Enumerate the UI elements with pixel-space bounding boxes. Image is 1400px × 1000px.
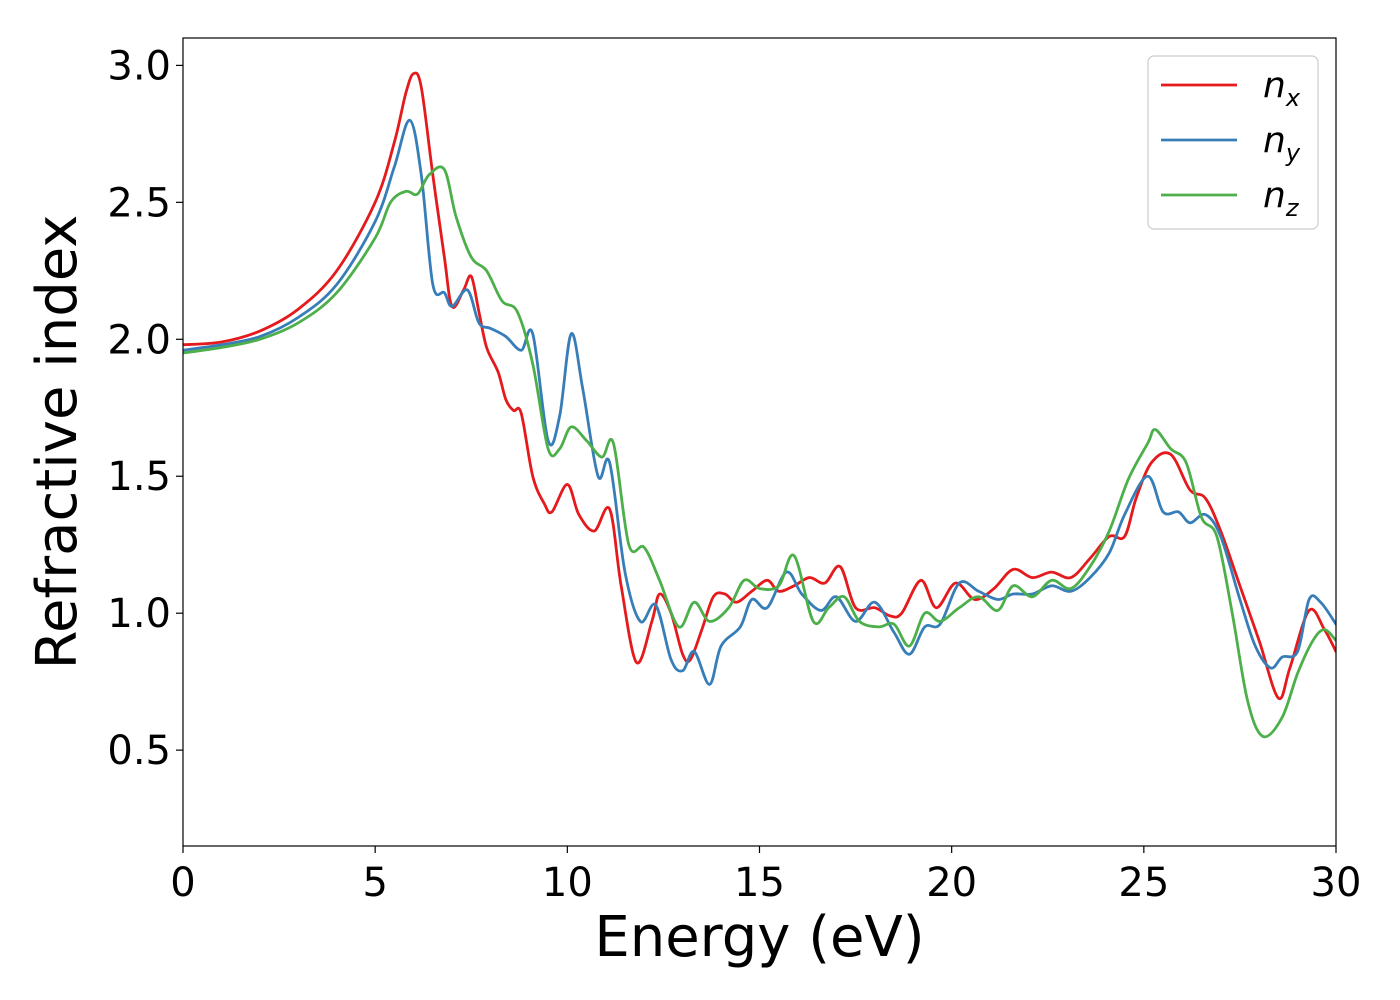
x-tick-label: 15 [734,860,785,906]
x-tick-label: 0 [170,860,195,906]
y-tick-label: 2.0 [107,317,171,363]
x-axis-title: Energy (eV) [594,905,924,970]
x-tick-label: 30 [1311,860,1362,906]
legend-subscript: x [1285,84,1301,112]
legend-frame [1147,55,1319,230]
series-line-nz [183,165,1336,739]
x-tick-label: 20 [926,860,977,906]
y-axis-ticks: 0.5 1.0 1.5 2.0 2.5 3.0 [107,43,183,774]
x-tick-label: 25 [1118,860,1169,906]
y-tick-label: 3.0 [107,43,171,89]
series-line-ny [183,118,1336,686]
y-tick-label: 1.0 [107,591,171,637]
y-tick-label: 1.5 [107,454,171,500]
y-tick-label: 2.5 [107,180,171,226]
x-tick-label: 10 [542,860,593,906]
x-tick-label: 5 [362,860,387,906]
series-layer [183,71,1336,739]
y-tick-label: 0.5 [107,728,171,774]
plot-area [183,38,1336,846]
x-axis-ticks: 0 5 10 15 20 25 30 [170,846,1361,906]
legend-subscript: y [1285,139,1301,167]
legend-subscript: z [1285,194,1300,222]
y-axis-title: Refractive index [25,215,90,670]
